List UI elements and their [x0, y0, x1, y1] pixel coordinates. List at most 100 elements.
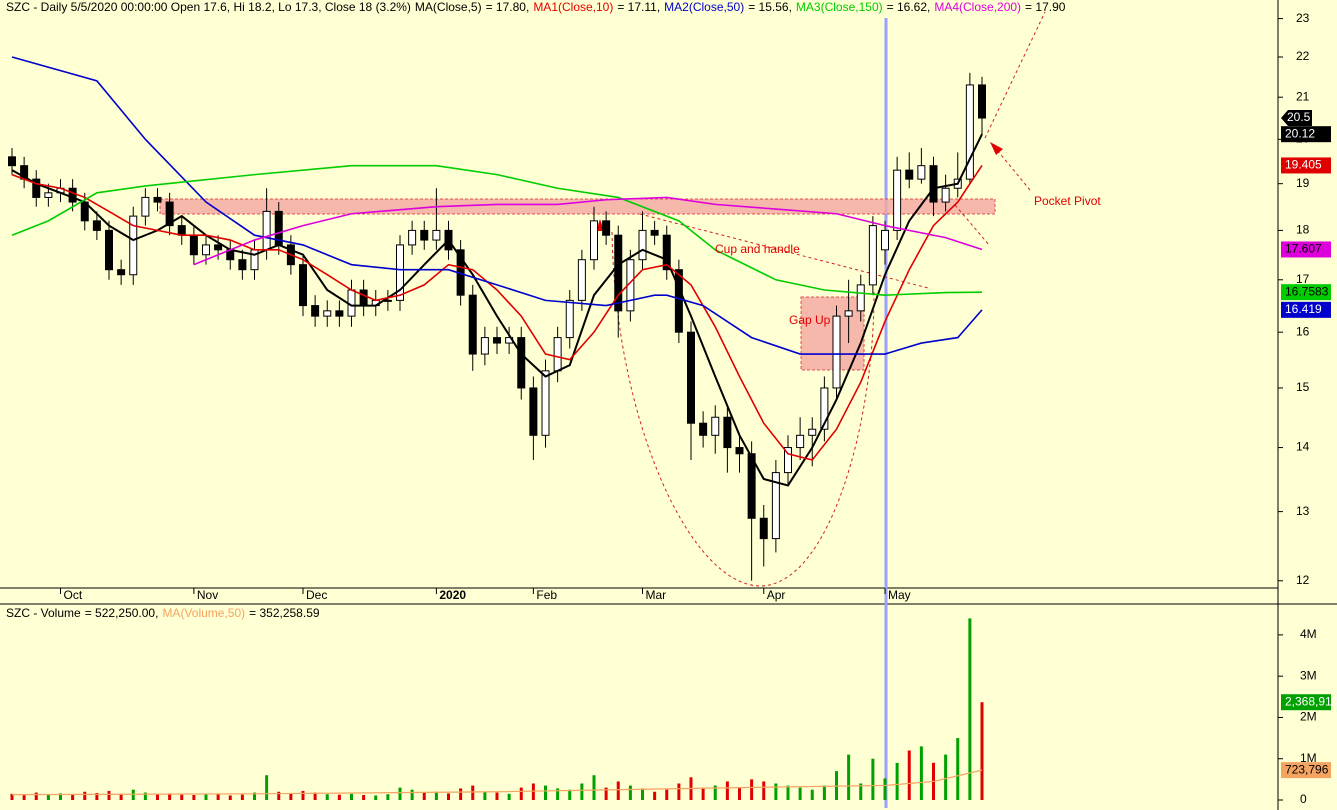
- ma-line: [11, 165, 983, 461]
- header-value: = 522,250.00,: [85, 606, 159, 620]
- volume-bar: [301, 790, 305, 800]
- ma-line: [11, 56, 983, 355]
- volume-bar: [786, 785, 790, 800]
- volume-bar: [653, 791, 657, 800]
- value-tag: [1281, 301, 1331, 318]
- volume-bar: [810, 789, 814, 800]
- pivot-arrowhead: [990, 142, 1003, 155]
- candle-body: [687, 331, 695, 424]
- volume-bar: [459, 788, 463, 800]
- value-tag-label: 16.7583: [1285, 284, 1329, 298]
- volume-bar: [228, 795, 232, 800]
- candle-body: [917, 165, 926, 180]
- volume-bar: [713, 785, 717, 800]
- volume-bar: [847, 754, 851, 800]
- candle-body: [68, 187, 77, 203]
- candle-body: [553, 337, 562, 372]
- volume-bar: [71, 794, 75, 800]
- volume-bar: [46, 794, 50, 800]
- candle-body: [493, 337, 501, 344]
- volume-bar: [738, 787, 741, 800]
- candle-body: [432, 229, 441, 241]
- candle-body: [238, 259, 247, 271]
- candle-body: [8, 156, 16, 167]
- value-tag: [1281, 157, 1331, 174]
- candle-body: [311, 305, 320, 317]
- candle-body: [92, 220, 101, 231]
- value-tag: [1281, 110, 1312, 127]
- candle-body: [165, 201, 174, 227]
- volume-bar: [374, 795, 378, 800]
- volume-bar: [641, 788, 644, 800]
- volume-bar: [253, 792, 256, 800]
- volume-bar: [956, 738, 960, 800]
- header-series-value: = 17.80,: [486, 0, 530, 14]
- y-tick-label: 19: [1296, 176, 1310, 190]
- candle-body: [905, 169, 914, 180]
- handle-line: [639, 213, 929, 289]
- volume-bar: [265, 775, 269, 800]
- header-series-name: MA4(Close,200): [934, 0, 1021, 14]
- volume-bar: [386, 794, 390, 800]
- candle-body: [929, 165, 938, 203]
- candle-body: [468, 294, 477, 355]
- candle-body: [614, 234, 623, 312]
- volume-bar: [895, 762, 899, 800]
- ma-line: [193, 196, 983, 266]
- volume-bar: [83, 791, 87, 800]
- candle-body: [674, 269, 683, 333]
- volume-bar: [701, 787, 705, 800]
- volume-bar: [907, 750, 911, 800]
- header-series-name: MA2(Close,50): [664, 0, 744, 14]
- candle-body: [711, 416, 720, 436]
- candle-body: [881, 229, 889, 251]
- annotation: Cup and handle: [715, 242, 800, 256]
- candle-body: [529, 387, 538, 436]
- y-tick-label: 17: [1296, 272, 1310, 286]
- volume-bar: [447, 793, 450, 800]
- candle-body: [784, 447, 792, 474]
- ma-line: [11, 164, 983, 296]
- candle-body: [941, 187, 950, 203]
- y-tick-label: 1M: [1300, 751, 1317, 765]
- candle-body: [759, 517, 768, 540]
- volume-bar: [95, 792, 99, 800]
- y-tick-label: 2M: [1300, 710, 1317, 724]
- header-series-value: = 17.90: [1025, 0, 1066, 14]
- candle-body: [602, 220, 611, 236]
- value-tag: [1281, 126, 1331, 143]
- volume-bar: [337, 794, 341, 800]
- candle-body: [662, 234, 671, 271]
- y-tick-label: 3M: [1300, 668, 1317, 682]
- volume-bar: [568, 789, 572, 800]
- volume-bar: [107, 790, 111, 800]
- x-tick-label: 2020: [439, 588, 466, 602]
- volume-bar: [762, 781, 766, 800]
- volume-bar: [944, 754, 948, 800]
- candle-body: [978, 84, 986, 119]
- candle-body: [517, 337, 526, 389]
- volume-bar: [774, 783, 778, 800]
- candle-body: [650, 229, 659, 236]
- candle-body: [129, 215, 138, 276]
- candle-body: [105, 229, 113, 271]
- volume-bar: [59, 793, 62, 800]
- volume-header: SZC - Volume = 522,250.00, MA(Volume,50) = …: [6, 606, 320, 620]
- volume-bar: [725, 781, 729, 800]
- candle-body: [747, 453, 756, 519]
- volume-bar: [398, 787, 402, 800]
- candle-body: [262, 210, 271, 251]
- candle-body: [820, 387, 829, 430]
- candle-body: [44, 192, 53, 198]
- volume-bar: [410, 789, 414, 800]
- volume-bar: [156, 794, 159, 800]
- candle-body: [808, 428, 817, 436]
- candle-body: [202, 244, 210, 256]
- header-series-value: = 17.11,: [617, 0, 660, 14]
- x-tick-label: Feb: [536, 588, 557, 602]
- volume-bar: [362, 795, 366, 800]
- candle-body: [299, 264, 307, 307]
